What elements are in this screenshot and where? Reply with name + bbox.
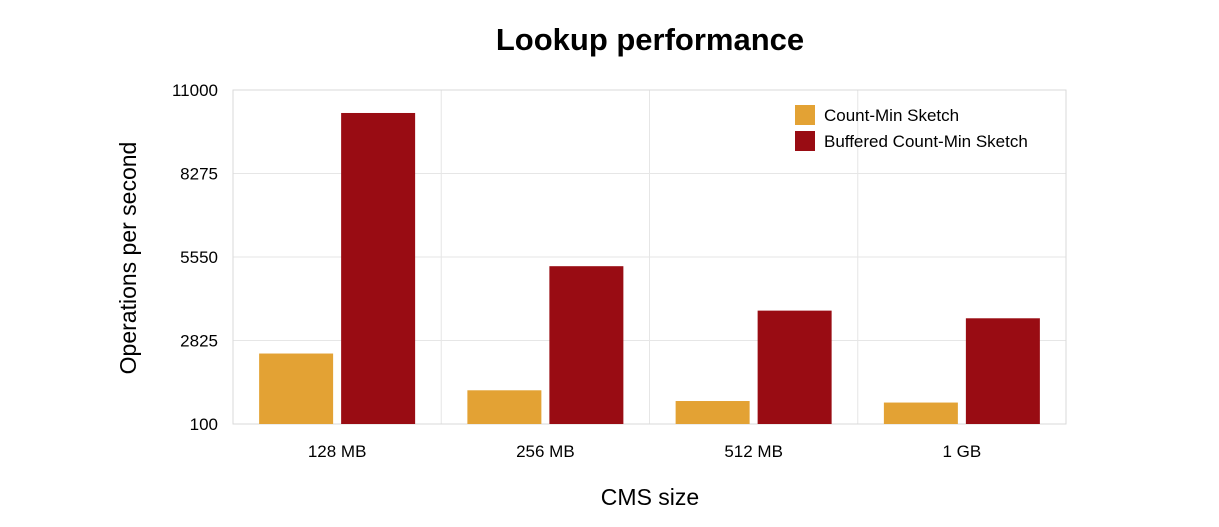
y-tick-label: 5550 [180,248,218,267]
bar-count-min-sketch [467,390,542,424]
bar-buffered-count-min-sketch [965,318,1040,424]
bar-count-min-sketch [675,401,750,424]
x-tick-label: 1 GB [943,442,982,461]
x-axis-ticks: 128 MB 256 MB 512 MB 1 GB [308,442,981,461]
plot-border [232,89,1067,425]
plot-area [232,89,1067,425]
x-tick-label: 128 MB [308,442,367,461]
y-tick-label: 11000 [172,81,218,100]
legend: Count-Min Sketch Buffered Count-Min Sketc… [795,105,1028,151]
y-tick-label: 100 [190,415,218,434]
legend-label: Buffered Count-Min Sketch [824,132,1028,151]
x-axis-title: CMS size [601,484,699,510]
y-axis-ticks: 100 2825 5550 8275 11000 [172,81,218,434]
y-tick-label: 8275 [180,165,218,184]
y-tick-label: 2825 [180,332,218,351]
bars-group [259,112,1040,424]
legend-swatch [795,131,815,151]
bar-count-min-sketch [883,402,958,424]
chart-title: Lookup performance [496,22,804,57]
bar-buffered-count-min-sketch [341,112,416,424]
x-tick-label: 512 MB [724,442,783,461]
x-tick-label: 256 MB [516,442,575,461]
bar-count-min-sketch [259,353,334,424]
bar-buffered-count-min-sketch [757,310,832,424]
y-axis-title: Operations per second [115,142,141,375]
legend-swatch [795,105,815,125]
bar-buffered-count-min-sketch [549,266,624,424]
legend-label: Count-Min Sketch [824,106,959,125]
